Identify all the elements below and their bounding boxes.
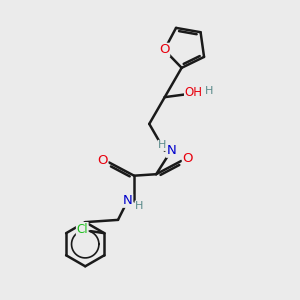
Text: N: N xyxy=(123,194,133,207)
Text: O: O xyxy=(97,154,108,166)
Text: O: O xyxy=(159,44,169,56)
Text: O: O xyxy=(182,152,193,165)
Text: H: H xyxy=(205,86,214,96)
Text: Cl: Cl xyxy=(76,223,88,236)
Text: H: H xyxy=(158,140,166,150)
Text: N: N xyxy=(166,144,176,157)
Text: OH: OH xyxy=(184,85,202,99)
Text: H: H xyxy=(135,201,144,211)
